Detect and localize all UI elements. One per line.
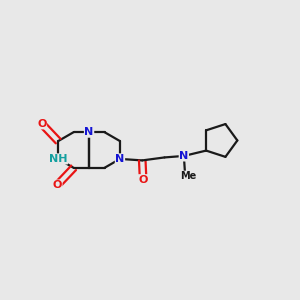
Text: O: O xyxy=(37,119,46,129)
Text: N: N xyxy=(179,151,188,161)
Text: O: O xyxy=(139,175,148,185)
Text: O: O xyxy=(52,180,62,190)
Text: Me: Me xyxy=(181,171,197,181)
Text: N: N xyxy=(115,154,124,164)
Text: N: N xyxy=(84,127,94,137)
Text: NH: NH xyxy=(49,154,68,164)
